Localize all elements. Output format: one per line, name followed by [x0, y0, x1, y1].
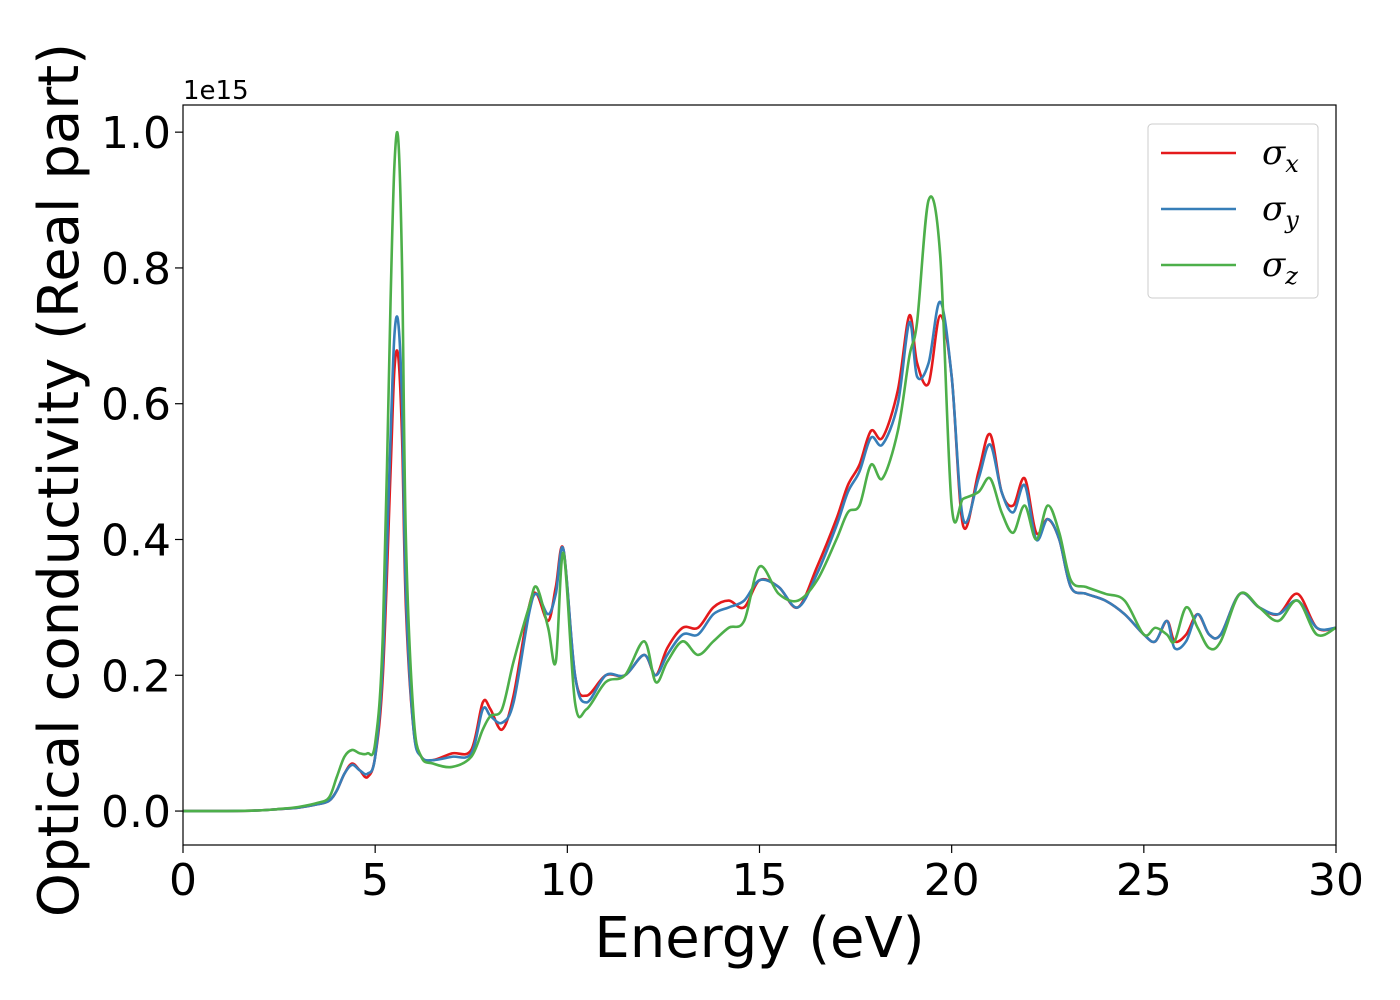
y-tick-label: 0.0 [101, 787, 171, 838]
legend-symbol: σ [1262, 133, 1286, 173]
series-layer [183, 130, 1336, 813]
legend-item-z: σz [1161, 245, 1298, 290]
x-tick-label: 20 [924, 855, 980, 906]
ticks-layer: 0 5 10 15 20 25 30 0.0 0.2 0.4 0.6 0.8 1.0 [101, 108, 1364, 906]
x-tick-label: 0 [169, 855, 197, 906]
legend-label: σx [1262, 133, 1299, 178]
legend-label: σz [1262, 245, 1298, 290]
legend-subscript: z [1284, 262, 1298, 290]
legend-symbol: σ [1262, 245, 1286, 285]
x-tick-label: 10 [539, 855, 595, 906]
x-tick-label: 30 [1308, 855, 1364, 906]
x-tick-label: 15 [732, 855, 788, 906]
legend-symbol: σ [1262, 189, 1286, 229]
legend-item-x: σx [1161, 133, 1299, 178]
y-tick-label: 0.2 [101, 651, 171, 702]
y-tick-label: 0.8 [101, 244, 171, 295]
x-tick-label: 5 [361, 855, 389, 906]
y-axis-label: Optical conductivity (Real part) [27, 43, 92, 917]
legend-box [1147, 123, 1319, 299]
y-offset-text: 1e15 [183, 76, 249, 106]
x-tick-label: 25 [1116, 855, 1172, 906]
y-tick-label: 0.4 [101, 515, 171, 566]
x-axis-label: Energy (eV) [594, 906, 924, 971]
series-line-y [183, 300, 1336, 813]
series-line-z [183, 130, 1336, 813]
y-tick-label: 1.0 [101, 108, 171, 159]
legend-subscript: x [1285, 150, 1299, 178]
y-tick-label: 0.6 [101, 380, 171, 431]
legend-subscript: y [1284, 206, 1299, 234]
legend-item-y: σy [1161, 189, 1299, 234]
legend-label: σy [1262, 189, 1299, 234]
